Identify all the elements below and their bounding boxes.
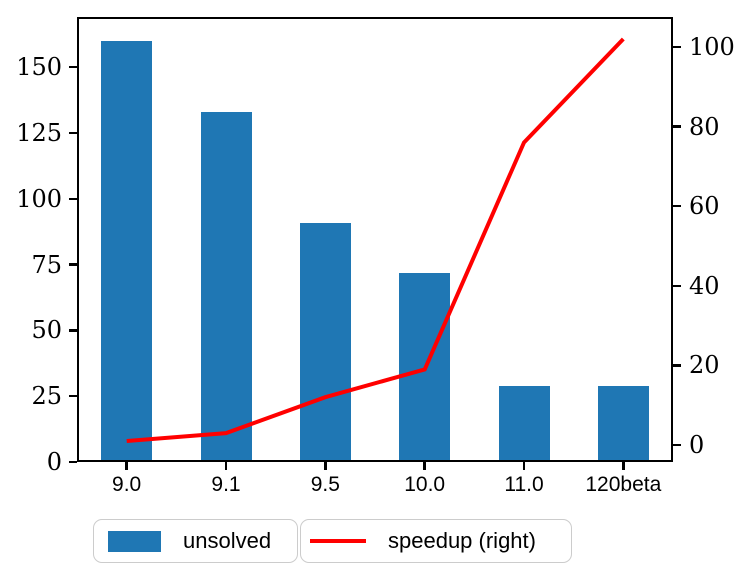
left-tick-label-125: 125 [16,119,62,148]
x-tick-10.0 [423,462,426,470]
left-tick-0 [69,460,77,464]
left-tick-label-150: 150 [16,53,62,82]
x-tick-label-120beta: 120beta [585,473,662,496]
left-tick-label-50: 50 [31,316,62,345]
x-tick-label-9.5: 9.5 [310,473,340,496]
right-tick-60 [673,205,681,208]
unsolved-bar-swatch [108,530,161,552]
right-tick-100 [673,45,681,49]
x-tick-label-11.0: 11.0 [504,473,544,496]
left-tick-label-75: 75 [31,250,62,279]
bar-11.0 [498,385,550,462]
x-tick-120beta [622,462,625,470]
right-tick-label-100: 100 [689,33,735,61]
axes-frame [77,17,673,462]
right-tick-0 [673,443,681,447]
right-tick-40 [673,284,681,287]
x-tick-11.0 [522,462,526,470]
speedup-line-swatch [310,538,366,544]
x-tick-9.0 [125,462,128,470]
left-tick-label-0: 0 [46,448,62,476]
x-tick-label-9.1: 9.1 [211,473,241,496]
right-tick-label-60: 60 [689,192,720,221]
x-tick-label-10.0: 10.0 [404,473,446,496]
left-tick-100 [69,197,77,201]
right-tick-label-80: 80 [689,112,720,141]
bar-10.0 [399,272,451,462]
right-tick-label-0: 0 [689,431,705,459]
legend-unsolved-label: unsolved [183,528,272,553]
left-tick-label-100: 100 [16,184,62,213]
left-tick-25 [69,395,77,398]
left-tick-75 [69,263,77,266]
bar-9.5 [299,222,351,462]
left-tick-150 [69,66,77,69]
right-tick-80 [673,125,681,128]
legend-speedup-label: speedup (right) [388,528,536,553]
left-tick-125 [69,131,77,135]
left-tick-50 [69,329,77,332]
x-tick-label-9.0: 9.0 [112,473,142,496]
right-tick-label-20: 20 [689,351,720,380]
x-tick-9.5 [324,462,327,470]
x-tick-9.1 [224,462,228,470]
bar-120beta [597,385,649,462]
legend-unsolved: unsolved [93,519,298,563]
left-tick-label-25: 25 [31,382,62,411]
bar-9.1 [200,112,252,462]
right-tick-20 [673,364,681,367]
right-tick-label-40: 40 [689,271,720,300]
bar-9.0 [101,40,153,462]
legend-speedup: speedup (right) [300,519,572,563]
